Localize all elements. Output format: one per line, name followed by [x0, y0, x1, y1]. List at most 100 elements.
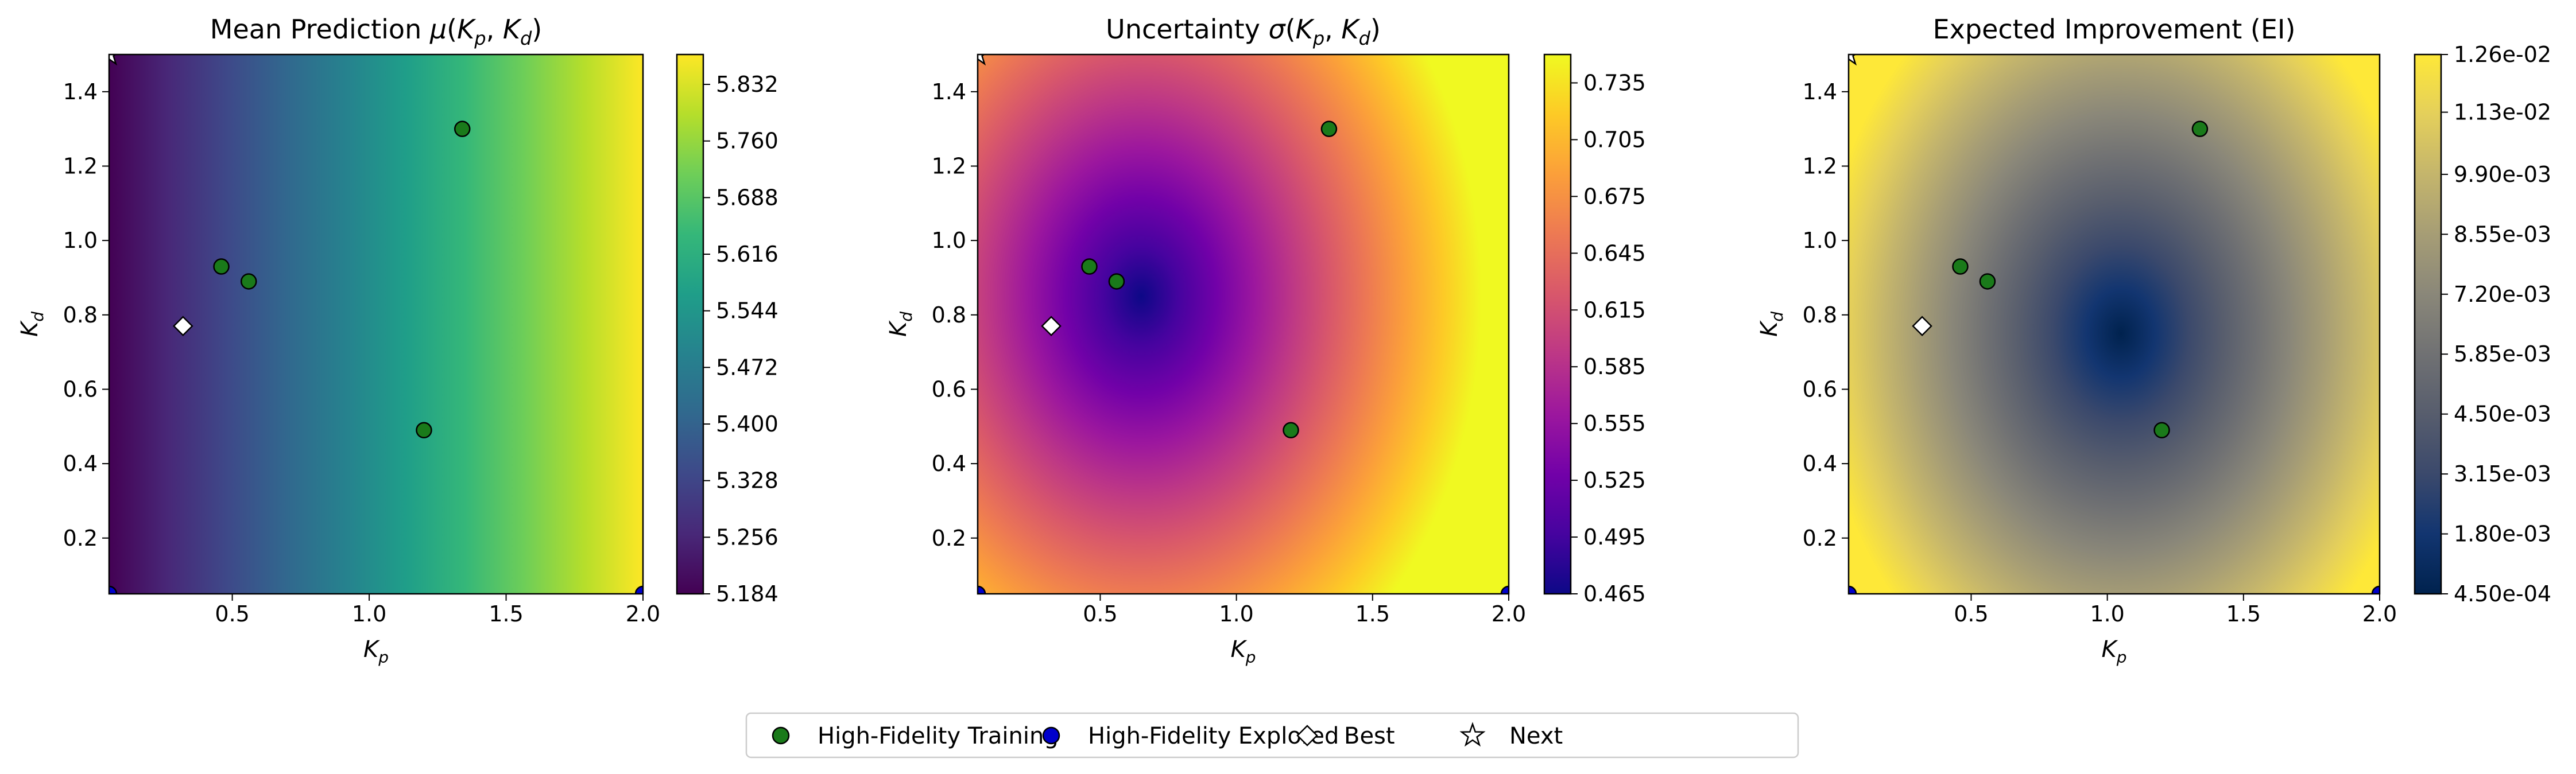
colorbar-tick-label: 5.544: [716, 298, 778, 324]
explored-point: [2371, 585, 2380, 594]
y-tick-label: 1.4: [63, 79, 98, 104]
y-tick-label: 0.4: [63, 451, 98, 476]
colorbar-tick-label: 4.50e-03: [2454, 402, 2551, 427]
training-point: [1108, 273, 1125, 290]
y-axis-label: Kd: [885, 312, 916, 337]
legend-label: High-Fidelity Training: [818, 723, 1059, 749]
y-tick-label: 1.0: [63, 228, 98, 253]
y-axis-label: Kd: [17, 312, 47, 337]
colorbar-tick-label: 5.184: [716, 581, 778, 606]
training-point: [1081, 258, 1098, 275]
explored-point: [109, 585, 118, 594]
legend-entry: High-Fidelity Training: [772, 723, 1059, 749]
markers: [978, 55, 1509, 594]
y-tick-label: 0.2: [1803, 526, 1837, 551]
colorbar-tick-label: 5.472: [716, 355, 778, 380]
y-tick-label: 0.8: [1803, 302, 1837, 328]
training-point: [1952, 258, 1969, 275]
x-tick-label: 1.0: [2090, 601, 2124, 627]
colorbar-tick-label: 3.15e-03: [2454, 461, 2551, 487]
x-tick-label: 2.0: [1492, 601, 1526, 627]
training-point: [1320, 120, 1338, 137]
panel-title: Mean Prediction μ(Kp, Kd): [210, 14, 543, 49]
y-tick-label: 1.2: [932, 153, 966, 178]
colorbar-tick-label: 1.26e-02: [2454, 42, 2551, 67]
best-point: [173, 316, 193, 337]
colorbar-tick-label: 5.688: [716, 185, 778, 210]
axes-frame: [1847, 53, 2381, 595]
next-point: [109, 55, 118, 66]
y-tick-label: 0.8: [63, 302, 98, 328]
colorbar-tick-label: 1.13e-02: [2454, 100, 2551, 125]
y-tick-label: 0.8: [932, 302, 966, 328]
y-tick-label: 0.4: [932, 451, 966, 476]
x-tick-label: 0.5: [1954, 601, 1988, 627]
x-tick-label: 1.5: [1355, 601, 1390, 627]
panel-1: 0.5 1.0 1.5 2.0 0.2 0.4 0.6 0.8 1.0 1.2 1.4 Kp Kd Mea…: [17, 14, 778, 667]
x-tick-label: 1.5: [2226, 601, 2261, 627]
legend-entry: Next: [1459, 722, 1563, 749]
colorbar-tick-label: 0.585: [1583, 354, 1646, 379]
y-tick-label: 1.0: [932, 228, 966, 253]
colorbar-tick-label: 5.256: [716, 524, 778, 550]
legend-label: Best: [1344, 723, 1395, 749]
training-point: [213, 258, 230, 275]
colorbar-tick-label: 0.615: [1583, 297, 1646, 322]
x-tick-label: 2.0: [2362, 601, 2397, 627]
panel-3: 0.5 1.0 1.5 2.0 0.2 0.4 0.6 0.8 1.0 1.2 1.4 Kp Kd Exp…: [1756, 14, 2551, 667]
colorbar-tick-label: 0.495: [1583, 524, 1646, 550]
explored-point: [978, 585, 986, 594]
colorbar-tick-label: 0.555: [1583, 411, 1646, 436]
colorbar-tick-label: 5.760: [716, 129, 778, 154]
y-axis-label: Kd: [1756, 312, 1787, 337]
colorbar-tick-label: 4.50e-04: [2454, 581, 2551, 606]
legend-marker: [1296, 725, 1318, 746]
y-tick-label: 1.2: [1803, 153, 1837, 178]
colorbar: [1543, 53, 1572, 595]
y-tick-label: 1.2: [63, 153, 98, 178]
markers: [109, 55, 643, 594]
panel-title: Expected Improvement (EI): [1933, 14, 2296, 45]
colorbar-tick-label: 5.85e-03: [2454, 341, 2551, 367]
legend: High-Fidelity Training High-Fidelity Expl…: [745, 712, 1799, 759]
y-tick-label: 0.6: [932, 376, 966, 402]
legend-entry: High-Fidelity Explored: [1042, 723, 1339, 749]
heatmap-field: [978, 55, 1509, 594]
x-tick-label: 0.5: [1083, 601, 1117, 627]
colorbar-tick-label: 7.20e-03: [2454, 282, 2551, 307]
x-axis-label: Kp: [2101, 636, 2126, 667]
y-tick-label: 0.4: [1803, 451, 1837, 476]
y-tick-label: 1.0: [1803, 228, 1837, 253]
colorbar-tick-label: 9.90e-03: [2454, 162, 2551, 187]
training-point: [1283, 422, 1299, 439]
explored-point: [634, 585, 643, 594]
best-point: [1912, 316, 1932, 337]
legend-marker: [1459, 722, 1486, 747]
colorbar-tick-label: 0.735: [1583, 70, 1646, 95]
y-tick-label: 0.2: [63, 526, 98, 551]
colorbar-tick-label: 5.616: [716, 242, 778, 267]
training-point: [416, 422, 432, 439]
x-tick-label: 1.5: [489, 601, 523, 627]
y-tick-label: 0.2: [932, 526, 966, 551]
next-point: [978, 55, 986, 66]
colorbar-tick-label: 5.832: [716, 72, 778, 97]
y-tick-label: 1.4: [1803, 79, 1837, 104]
legend-marker: [772, 726, 790, 745]
x-tick-label: 1.0: [1219, 601, 1253, 627]
heatmap-field: [109, 55, 643, 594]
training-point: [2153, 422, 2170, 439]
colorbar-tick-label: 0.675: [1583, 184, 1646, 209]
x-axis-label: Kp: [1230, 636, 1256, 667]
colorbar-tick-label: 5.328: [716, 468, 778, 493]
panel-2: 0.5 1.0 1.5 2.0 0.2 0.4 0.6 0.8 1.0 1.2 1.4 Kp Kd Unc…: [885, 14, 1646, 667]
panel-title: Uncertainty σ(Kp, Kd): [1106, 14, 1381, 49]
best-point: [1041, 316, 1062, 337]
colorbar-tick-label: 0.465: [1583, 581, 1646, 606]
colorbar-tick-label: 0.645: [1583, 240, 1646, 266]
legend-entry: Best: [1296, 723, 1395, 749]
training-point: [454, 120, 471, 137]
colorbar-tick-label: 1.80e-03: [2454, 522, 2551, 547]
heatmap-field: [1849, 55, 2380, 594]
